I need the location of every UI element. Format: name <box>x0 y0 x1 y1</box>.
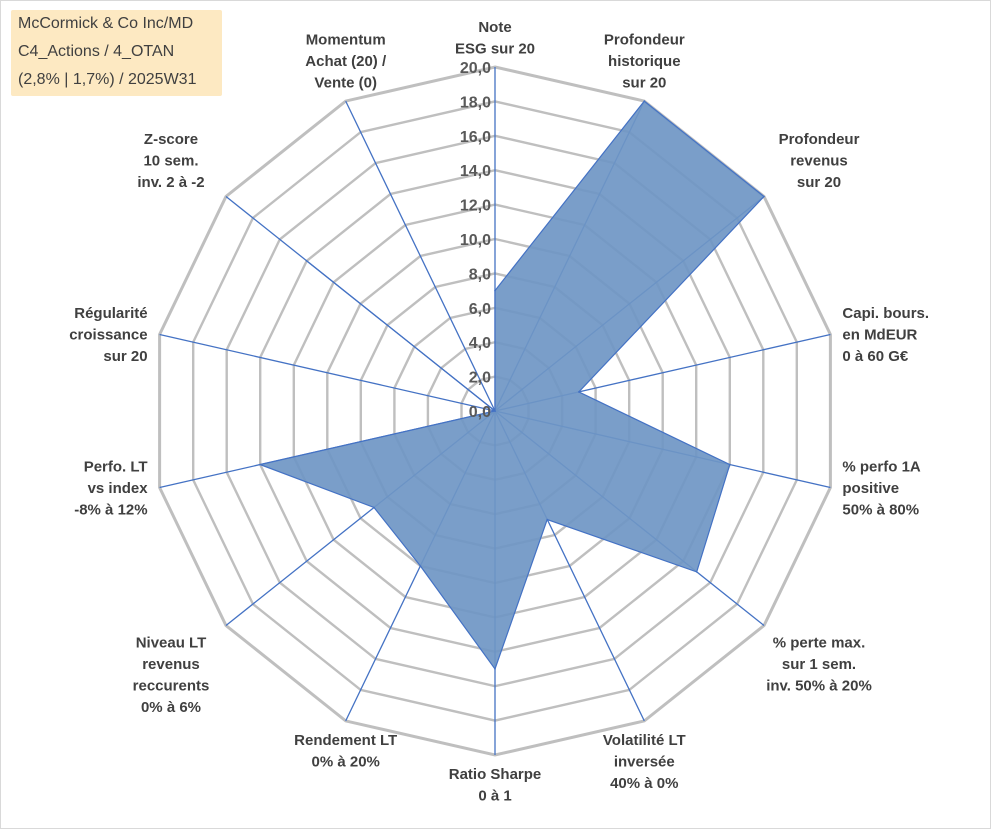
axis-label-11-line-2: sur 20 <box>103 348 147 365</box>
axis-label-13-line-0: Momentum <box>306 32 386 49</box>
axis-label-10-line-0: Perfo. LT <box>84 458 148 475</box>
series-point-13 <box>494 410 496 412</box>
axis-label-9-line-2: reccurents <box>133 678 210 695</box>
tick-label-6: 12,0 <box>460 198 491 215</box>
axis-label-5-line-1: sur 1 sem. <box>782 656 856 673</box>
axis-label-5-line-2: inv. 50% à 20% <box>766 678 872 695</box>
tick-label-5: 10,0 <box>460 232 491 249</box>
axis-label-3-line-1: en MdEUR <box>842 327 917 344</box>
axis-label-0-line-0: Note <box>478 19 511 36</box>
axis-label-12-line-1: 10 sem. <box>143 153 198 170</box>
series-point-4 <box>729 463 731 466</box>
series-point-0 <box>494 289 496 292</box>
spoke-13 <box>345 100 496 412</box>
axis-label-6-line-2: 40% à 0% <box>610 775 678 792</box>
axis-label-3-line-0: Capi. bours. <box>842 305 929 322</box>
tick-label-0: 0,0 <box>469 404 491 421</box>
radial-tick-labels: 0,0 2,0 4,0 6,0 8,0 10,0 12,0 14,0 16,0 18,0 20,0 <box>460 60 491 421</box>
axis-label-2-line-1: revenus <box>790 153 848 170</box>
axis-label-6-line-1: inversée <box>614 753 675 770</box>
axis-label-9-line-1: revenus <box>142 656 200 673</box>
axis-label-11-line-0: Régularité <box>74 305 147 322</box>
title-box: McCormick & Co Inc/MD C4_Actions / 4_OTA… <box>11 10 222 96</box>
tick-label-8: 16,0 <box>460 129 491 146</box>
series-point-6 <box>546 518 548 521</box>
series-point-8 <box>419 565 422 567</box>
axis-label-5-line-0: % perte max. <box>773 635 866 652</box>
axis-label-1-line-1: historique <box>608 53 681 70</box>
axis-label-11-line-1: croissance <box>69 327 147 344</box>
axis-label-1-line-2: sur 20 <box>622 75 666 92</box>
axis-label-8-line-0: Rendement LT <box>294 732 397 749</box>
axis-label-9-line-3: 0% à 6% <box>141 699 201 716</box>
spoke-11 <box>159 333 496 412</box>
series-point-9 <box>373 506 375 509</box>
tick-label-4: 8,0 <box>469 266 491 283</box>
axis-labels: Note ESG sur 20 Profondeur historique sur 20… <box>69 19 929 805</box>
axis-label-13-line-2: Vente (0) <box>314 75 377 92</box>
tick-label-10: 20,0 <box>460 60 491 77</box>
series-point-5 <box>695 571 698 573</box>
title-line-category: C4_Actions / 4_OTAN <box>18 43 175 60</box>
tick-label-9: 18,0 <box>460 94 491 111</box>
title-line-company: McCormick & Co Inc/MD <box>18 15 194 32</box>
axis-label-2-line-0: Profondeur <box>779 131 860 148</box>
series-point-10 <box>259 463 262 466</box>
series-point-7 <box>494 668 496 670</box>
axis-label-1-line-0: Profondeur <box>604 32 685 49</box>
tick-label-3: 6,0 <box>469 301 491 318</box>
axis-label-7-line-0: Ratio Sharpe <box>449 766 542 783</box>
axis-label-2-line-2: sur 20 <box>797 174 841 191</box>
tick-label-7: 14,0 <box>460 163 491 180</box>
axis-label-9-line-0: Niveau LT <box>136 635 207 652</box>
axis-label-3-line-2: 0 à 60 G€ <box>842 348 909 365</box>
axis-label-12-line-0: Z-score <box>144 131 198 148</box>
tick-label-2: 4,0 <box>469 335 491 352</box>
axis-label-7-line-1: 0 à 1 <box>478 788 511 805</box>
axis-label-13-line-1: Achat (20) / <box>305 53 387 70</box>
series-point-3 <box>578 391 580 393</box>
series-point-12 <box>305 260 308 262</box>
title-line-period: (2,8% | 1,7%) / 2025W31 <box>18 71 197 88</box>
axis-label-6-line-0: Volatilité LT <box>603 732 686 749</box>
axis-label-12-line-2: inv. 2 à -2 <box>137 174 204 191</box>
axis-label-0-line-1: ESG sur 20 <box>455 41 535 58</box>
axis-label-4-line-1: positive <box>842 480 899 497</box>
tick-label-1: 2,0 <box>469 370 491 387</box>
axis-label-4-line-0: % perfo 1A <box>842 458 921 475</box>
axis-label-10-line-1: vs index <box>88 480 149 497</box>
axis-label-8-line-1: 0% à 20% <box>312 753 380 770</box>
axis-label-10-line-2: -8% à 12% <box>74 501 147 518</box>
series-point-1 <box>643 100 646 102</box>
series-point-2 <box>763 195 765 198</box>
radar-series <box>258 100 765 671</box>
axis-label-4-line-2: 50% à 80% <box>842 501 919 518</box>
